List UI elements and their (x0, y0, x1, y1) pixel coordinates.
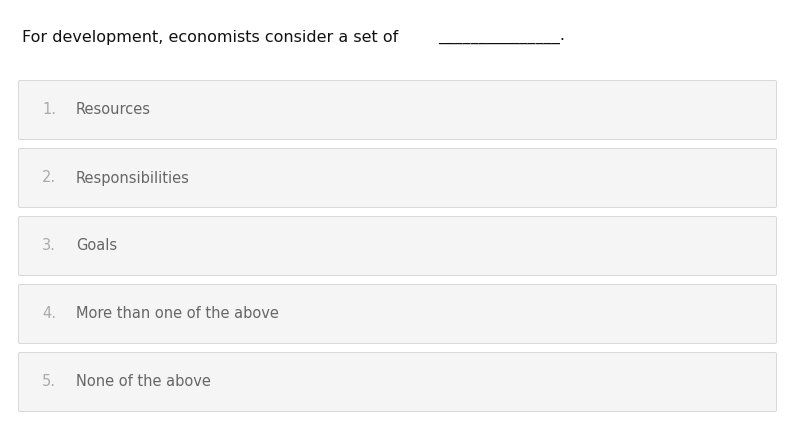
FancyBboxPatch shape (18, 284, 777, 343)
Text: 2.: 2. (42, 170, 56, 185)
Text: _______________.: _______________. (438, 30, 565, 45)
Text: 3.: 3. (42, 239, 56, 253)
FancyBboxPatch shape (18, 80, 777, 139)
Text: Goals: Goals (76, 239, 117, 253)
Text: More than one of the above: More than one of the above (76, 306, 279, 322)
Text: 5.: 5. (42, 375, 56, 389)
Text: Responsibilities: Responsibilities (76, 170, 190, 185)
FancyBboxPatch shape (18, 149, 777, 208)
Text: 1.: 1. (42, 103, 56, 118)
Text: 4.: 4. (42, 306, 56, 322)
Text: For development, economists consider a set of: For development, economists consider a s… (22, 30, 403, 45)
Text: Resources: Resources (76, 103, 151, 118)
FancyBboxPatch shape (18, 353, 777, 412)
Text: None of the above: None of the above (76, 375, 211, 389)
FancyBboxPatch shape (18, 216, 777, 275)
